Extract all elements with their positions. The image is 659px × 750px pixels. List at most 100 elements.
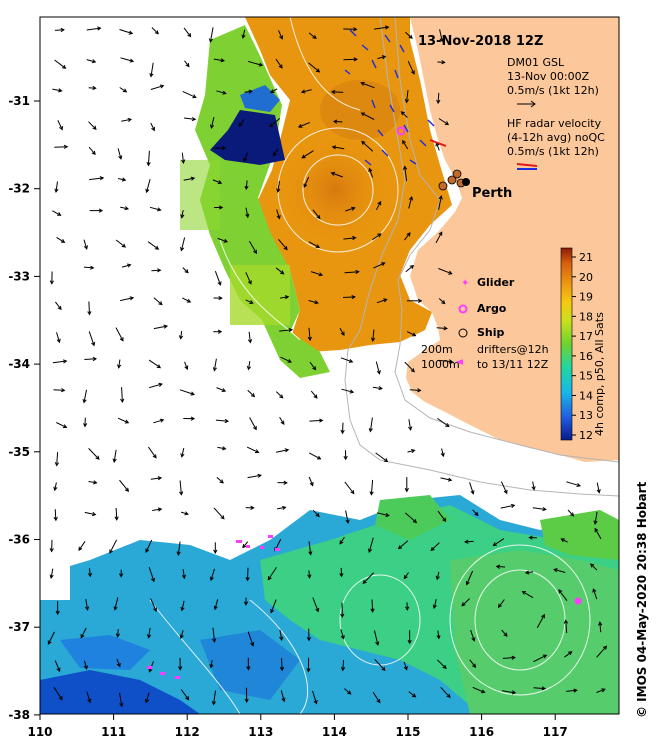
current-vector-head <box>244 698 249 704</box>
current-vector-head <box>128 30 134 35</box>
current-vector-head <box>254 449 260 454</box>
current-vector <box>245 299 254 304</box>
current-vector <box>344 271 359 274</box>
current-vector-head <box>242 543 247 549</box>
current-vector-head <box>82 398 87 404</box>
current-vector-head <box>404 98 410 104</box>
current-vector-head <box>404 488 409 493</box>
current-vector <box>430 542 440 551</box>
ship-markers <box>438 169 466 191</box>
current-vector <box>243 152 248 162</box>
current-vector <box>117 417 129 424</box>
current-vector <box>118 359 121 368</box>
current-vector-head <box>303 183 308 188</box>
current-vector <box>86 59 96 63</box>
current-vector-head <box>362 579 367 585</box>
current-vector-head <box>314 300 319 305</box>
current-vector <box>532 507 546 510</box>
hf-radar-vectors <box>344 29 435 166</box>
current-vector-head <box>309 481 314 487</box>
current-vector-head <box>247 339 253 344</box>
current-vector <box>409 389 421 391</box>
current-vector <box>301 150 314 159</box>
current-vector-head <box>180 214 185 219</box>
current-vector <box>533 654 547 663</box>
model-info-line3: 0.5m/s (1kt 12h) <box>507 84 599 97</box>
current-vector <box>149 206 161 211</box>
current-vector <box>594 511 598 524</box>
current-vector-head <box>218 295 223 301</box>
current-vector-head <box>276 214 281 220</box>
current-vector-head <box>531 486 536 491</box>
current-vector <box>331 91 344 93</box>
current-vector-head <box>471 637 476 642</box>
current-vector <box>242 541 249 548</box>
current-vector-head <box>158 301 163 306</box>
current-vector <box>308 476 314 486</box>
current-vector-head <box>121 243 127 248</box>
current-vector <box>532 481 535 490</box>
current-vector-head <box>211 701 216 706</box>
current-vector-head <box>213 549 218 555</box>
current-vector-head <box>184 365 189 371</box>
current-vector <box>215 419 229 422</box>
current-vector-head <box>129 58 135 63</box>
current-vector-head <box>56 338 61 344</box>
current-vector-head <box>49 280 54 285</box>
current-vector <box>436 571 440 580</box>
current-vector <box>404 232 411 241</box>
current-vector <box>308 300 319 304</box>
current-vector-head <box>270 608 275 614</box>
current-vector-head <box>347 690 352 695</box>
current-vector <box>213 690 216 705</box>
current-vector <box>54 482 57 491</box>
current-vector-head <box>219 479 224 484</box>
current-vector <box>182 297 191 303</box>
current-vector-head <box>212 638 217 643</box>
current-vector-head <box>117 364 122 369</box>
current-vector-head <box>58 88 63 93</box>
current-vector <box>119 692 123 707</box>
current-vector-head <box>361 140 366 145</box>
current-vector-head <box>119 702 124 708</box>
current-vector-head <box>503 632 508 637</box>
current-vector-head <box>186 298 192 303</box>
current-vector <box>269 118 281 127</box>
current-vector <box>310 271 323 276</box>
current-vector-head <box>402 139 406 145</box>
current-vector <box>407 60 415 75</box>
current-vector <box>438 196 442 210</box>
current-vector <box>469 482 474 494</box>
current-vector <box>361 82 375 89</box>
current-vector-head <box>91 150 96 155</box>
isobath-200m <box>394 17 619 463</box>
current-vector-head <box>120 398 125 404</box>
current-vector <box>153 325 168 330</box>
current-vector-head <box>118 155 123 160</box>
current-vector <box>340 629 345 639</box>
current-vector <box>214 271 221 286</box>
y-tick-label: -32 <box>8 182 30 196</box>
current-vector <box>312 209 321 219</box>
current-vector-head <box>80 634 85 639</box>
current-vector-head <box>49 548 54 553</box>
current-vector <box>53 687 63 700</box>
current-vector <box>151 27 159 35</box>
colorbar-tick-label: 16 <box>579 350 593 363</box>
current-vector <box>401 111 408 118</box>
current-vector-head <box>218 205 224 210</box>
current-vector-head <box>122 88 128 93</box>
current-vector-head <box>87 311 92 316</box>
current-vector-head <box>247 280 252 285</box>
current-vector <box>146 178 151 193</box>
current-vector <box>275 58 283 69</box>
current-vector-head <box>269 123 274 128</box>
current-vector <box>469 659 476 668</box>
current-vector <box>214 599 219 610</box>
current-vector-head <box>217 180 223 185</box>
current-vector-head <box>430 546 435 552</box>
current-vector <box>153 297 163 305</box>
current-vector <box>596 482 600 493</box>
current-vector-head <box>448 359 454 364</box>
current-vector <box>248 361 251 370</box>
